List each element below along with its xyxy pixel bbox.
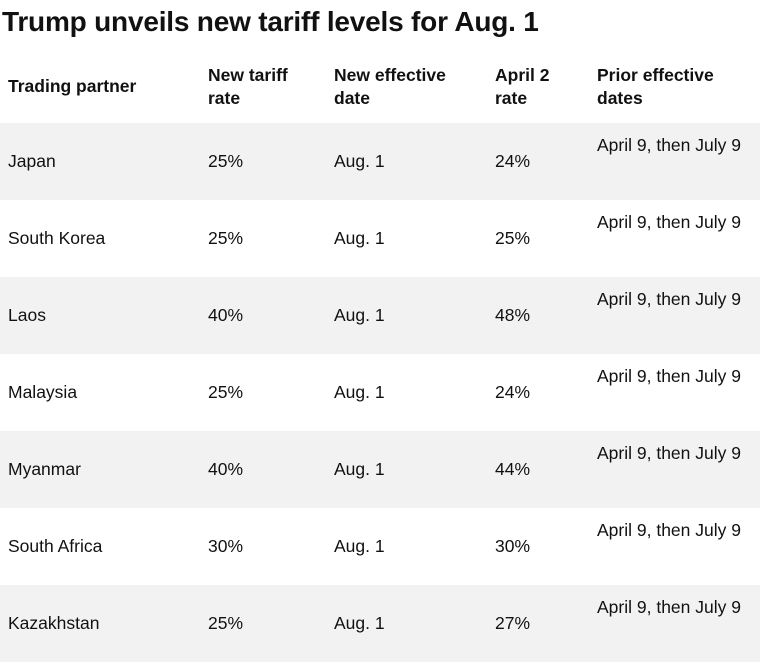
cell-new-effective-date: Aug. 1 [326,585,487,662]
cell-prior-effective-dates: April 9, then July 9 [589,123,760,200]
cell-prior-effective-dates: April 9, then July 9 [589,277,760,354]
cell-new-tariff-rate: 25% [200,354,326,431]
cell-new-tariff-rate: 40% [200,431,326,508]
cell-new-effective-date: Aug. 1 [326,354,487,431]
cell-prior-effective-dates: April 9, then July 9 [589,508,760,585]
cell-april-2-rate: 25% [487,200,589,277]
table-row: Laos 40% Aug. 1 48% April 9, then July 9 [0,277,760,354]
cell-trading-partner: South Korea [0,200,200,277]
column-header-april-2-rate: April 2 rate [495,64,550,108]
cell-new-tariff-rate: 40% [200,277,326,354]
table-row: Myanmar 40% Aug. 1 44% April 9, then Jul… [0,431,760,508]
column-header-new-tariff-rate: New tariff rate [208,64,288,108]
column-header-prior-effective-dates: Prior effective dates [597,64,714,108]
cell-new-effective-date: Aug. 1 [326,123,487,200]
cell-april-2-rate: 24% [487,354,589,431]
cell-april-2-rate: 30% [487,508,589,585]
cell-prior-effective-dates: April 9, then July 9 [589,200,760,277]
cell-new-effective-date: Aug. 1 [326,277,487,354]
table-row: Japan 25% Aug. 1 24% April 9, then July … [0,123,760,200]
cell-new-effective-date: Aug. 1 [326,508,487,585]
table-row: Kazakhstan 25% Aug. 1 27% April 9, then … [0,585,760,662]
column-header-new-effective-date: New effective date [334,64,446,108]
page-title: Trump unveils new tariff levels for Aug.… [2,6,539,37]
cell-new-tariff-rate: 25% [200,585,326,662]
cell-trading-partner: Laos [0,277,200,354]
cell-new-tariff-rate: 30% [200,508,326,585]
tariff-table: Trading partner New tariff rate New effe… [0,50,760,662]
cell-april-2-rate: 48% [487,277,589,354]
cell-new-tariff-rate: 25% [200,200,326,277]
cell-prior-effective-dates: April 9, then July 9 [589,354,760,431]
cell-trading-partner: Myanmar [0,431,200,508]
cell-trading-partner: Kazakhstan [0,585,200,662]
cell-april-2-rate: 27% [487,585,589,662]
table-row: South Africa 30% Aug. 1 30% April 9, the… [0,508,760,585]
cell-april-2-rate: 44% [487,431,589,508]
cell-trading-partner: Japan [0,123,200,200]
table-body: Japan 25% Aug. 1 24% April 9, then July … [0,123,760,662]
header-row: Trading partner New tariff rate New effe… [0,50,760,123]
cell-trading-partner: Malaysia [0,354,200,431]
cell-prior-effective-dates: April 9, then July 9 [589,431,760,508]
table-row: Malaysia 25% Aug. 1 24% April 9, then Ju… [0,354,760,431]
cell-trading-partner: South Africa [0,508,200,585]
table-row: South Korea 25% Aug. 1 25% April 9, then… [0,200,760,277]
table-header: Trading partner New tariff rate New effe… [0,50,760,123]
cell-new-effective-date: Aug. 1 [326,431,487,508]
cell-april-2-rate: 24% [487,123,589,200]
column-header-trading-partner: Trading partner [8,76,137,96]
cell-prior-effective-dates: April 9, then July 9 [589,585,760,662]
cell-new-effective-date: Aug. 1 [326,200,487,277]
cell-new-tariff-rate: 25% [200,123,326,200]
